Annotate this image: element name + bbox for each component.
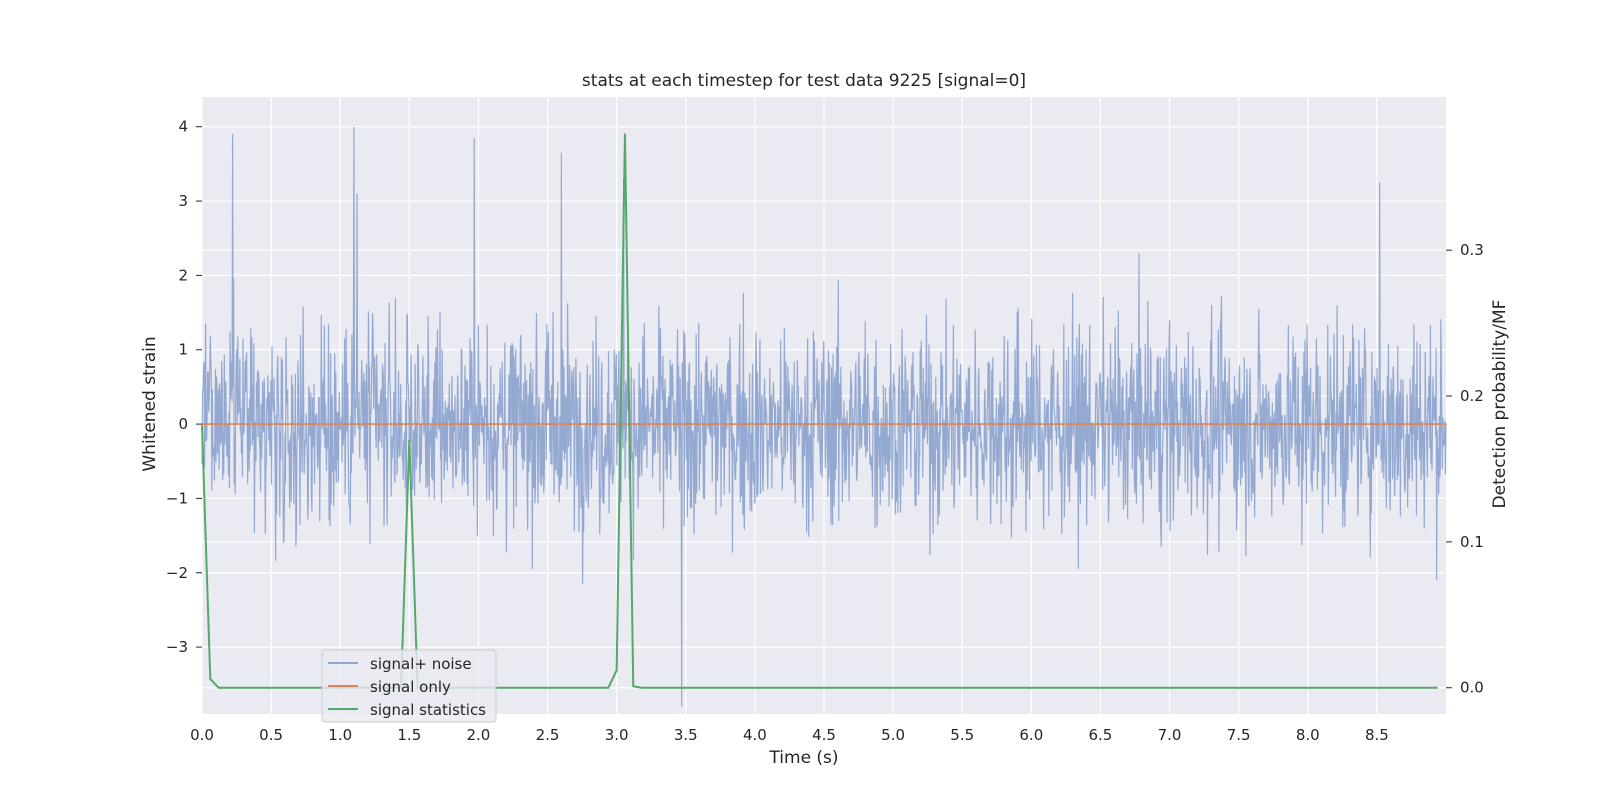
- legend-box: [321, 649, 497, 723]
- y2-tick-label: 0.2: [1460, 387, 1484, 405]
- x-tick-label: 3.5: [674, 726, 698, 744]
- x-tick-label: 7.0: [1158, 726, 1182, 744]
- legend-label-signal-noise: signal+ noise: [370, 655, 472, 673]
- y-tick-label: 4: [178, 118, 188, 136]
- x-tick-label: 3.0: [605, 726, 629, 744]
- x-tick-label: 6.5: [1089, 726, 1113, 744]
- y2-axis-label: Detection probability/MF: [1490, 300, 1510, 509]
- x-tick-label: 4.0: [743, 726, 767, 744]
- legend-label-signal-only: signal only: [370, 678, 451, 696]
- y-tick-label: 2: [178, 266, 188, 284]
- x-tick-label: 5.0: [881, 726, 905, 744]
- y2-tick-label: 0.3: [1460, 241, 1484, 259]
- x-tick-label: 8.0: [1296, 726, 1320, 744]
- chart-title: stats at each timestep for test data 922…: [582, 71, 1026, 91]
- y-tick-label: −2: [166, 564, 188, 582]
- series-signal-statistics-line: [201, 133, 1438, 689]
- y-tick-label: 0: [178, 415, 188, 433]
- y-tick-label: 3: [178, 192, 188, 210]
- x-tick-label: 2.5: [536, 726, 560, 744]
- legend: signal+ noise signal only signal statist…: [321, 649, 497, 723]
- y-axis-label: Whitened strain: [140, 336, 160, 471]
- y-tick-label: −3: [166, 638, 188, 656]
- x-tick-label: 6.0: [1019, 726, 1043, 744]
- legend-label-signal-statistics: signal statistics: [370, 701, 486, 719]
- y2-tick-label: 0.0: [1460, 679, 1484, 697]
- axis-layer: 0.0 0.5 1.0 1.5 2.0 2.5 3.0 3.5 4.0 4.5 5.0 5.5 6.0 6…: [166, 118, 1484, 744]
- x-tick-label: 1.0: [328, 726, 352, 744]
- x-tick-label: 5.5: [950, 726, 974, 744]
- y-tick-label: 1: [178, 341, 188, 359]
- x-tick-label: 0.5: [259, 726, 283, 744]
- x-tick-label: 8.5: [1365, 726, 1389, 744]
- series-layer: [201, 133, 1446, 689]
- x-axis-label: Time (s): [768, 748, 838, 768]
- x-tick-label: 4.5: [812, 726, 836, 744]
- x-tick-label: 1.5: [397, 726, 421, 744]
- x-tick-label: 7.5: [1227, 726, 1251, 744]
- y-tick-label: −1: [166, 489, 188, 507]
- y2-tick-label: 0.1: [1460, 533, 1484, 551]
- x-tick-label: 0.0: [190, 726, 214, 744]
- x-tick-label: 2.0: [467, 726, 491, 744]
